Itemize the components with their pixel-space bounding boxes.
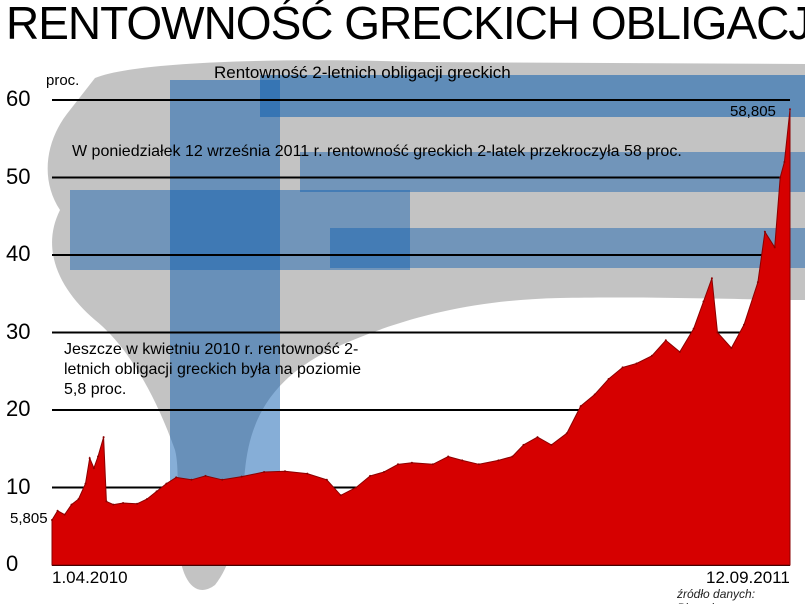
data-point	[607, 378, 610, 380]
data-point	[88, 457, 91, 460]
data-point	[397, 463, 399, 466]
data-point	[664, 339, 667, 342]
data-point	[511, 455, 514, 458]
data-point	[536, 436, 539, 439]
y-axis-unit: proc.	[46, 72, 80, 89]
data-point	[355, 486, 358, 489]
data-point	[122, 502, 125, 504]
y-tick-label: 60	[6, 86, 31, 111]
x-axis-end-label: 12.09.2011	[706, 568, 790, 587]
main-title: RENTOWNOŚĆ GRECKICH OBLIGACJI	[6, 0, 805, 49]
data-point	[190, 478, 193, 481]
data-point	[773, 246, 776, 249]
background-hand-thumb-down-greek-flag	[47, 60, 805, 590]
data-point	[284, 470, 286, 473]
data-point	[447, 455, 450, 458]
data-point	[263, 471, 266, 473]
data-point	[593, 393, 596, 396]
y-tick-label: 0	[6, 551, 19, 576]
data-point	[306, 472, 309, 475]
y-tick-label: 10	[6, 473, 31, 499]
data-point	[716, 331, 719, 334]
annotation-end: W poniedziałek 12 września 2011 r. rento…	[72, 143, 682, 160]
data-point	[84, 482, 87, 485]
data-point	[692, 327, 695, 330]
data-point	[204, 474, 207, 477]
data-point	[789, 108, 791, 111]
data-point	[145, 498, 148, 501]
data-point	[175, 476, 178, 479]
data-point	[477, 463, 480, 466]
data-point	[112, 503, 115, 506]
flag-cross-vertical	[170, 80, 280, 520]
data-point	[621, 366, 624, 369]
data-point	[70, 503, 73, 506]
data-point	[743, 323, 745, 326]
flag-stripe	[300, 152, 805, 192]
data-point	[431, 463, 434, 466]
data-point	[102, 436, 105, 439]
data-point	[702, 300, 705, 303]
data-point	[383, 471, 385, 473]
flag-stripe	[260, 75, 805, 117]
data-point	[730, 347, 733, 349]
data-point	[51, 519, 53, 521]
data-point	[779, 176, 782, 179]
data-point	[92, 467, 95, 470]
data-point	[461, 459, 464, 462]
y-tick-label: 20	[6, 396, 31, 421]
data-point	[650, 354, 653, 357]
data-point	[155, 490, 158, 493]
end-value-label: 58,805	[730, 103, 776, 120]
chart-title: Rentowność 2-letnich obligacji greckich	[214, 63, 511, 82]
data-point	[522, 443, 525, 446]
data-point	[756, 281, 759, 284]
data-point	[369, 474, 372, 477]
data-point	[710, 277, 713, 280]
data-point	[783, 161, 786, 163]
data-point	[410, 461, 413, 464]
data-point	[63, 513, 66, 516]
data-point	[339, 494, 342, 497]
flag-stripe	[330, 228, 805, 268]
y-tick-label: 40	[6, 241, 31, 266]
flag-cross-horizontal	[70, 190, 410, 270]
data-point	[97, 455, 99, 458]
data-point	[221, 478, 224, 481]
data-point	[77, 498, 80, 501]
data-point	[678, 350, 681, 353]
data-point	[635, 362, 638, 365]
y-tick-label: 50	[6, 163, 31, 189]
data-point	[105, 500, 108, 503]
data-point	[325, 478, 328, 481]
start-value-label: 5,805	[10, 510, 48, 527]
annotation-start: Jeszcze w kwietniu 2010 r. rentowność 2-…	[64, 341, 362, 398]
data-point	[56, 509, 59, 512]
data-point	[550, 443, 553, 446]
series-points	[51, 108, 791, 521]
data-point	[136, 502, 139, 505]
data-point	[165, 482, 168, 485]
data-point	[565, 432, 568, 435]
data-point	[240, 475, 243, 478]
data-source: źródło danych: Bloomberg	[677, 587, 756, 604]
data-point	[579, 405, 582, 408]
data-point	[763, 230, 766, 233]
x-axis-start-label: 1.04.2010	[52, 568, 128, 587]
y-tick-label: 30	[6, 318, 31, 344]
data-point	[497, 459, 500, 462]
